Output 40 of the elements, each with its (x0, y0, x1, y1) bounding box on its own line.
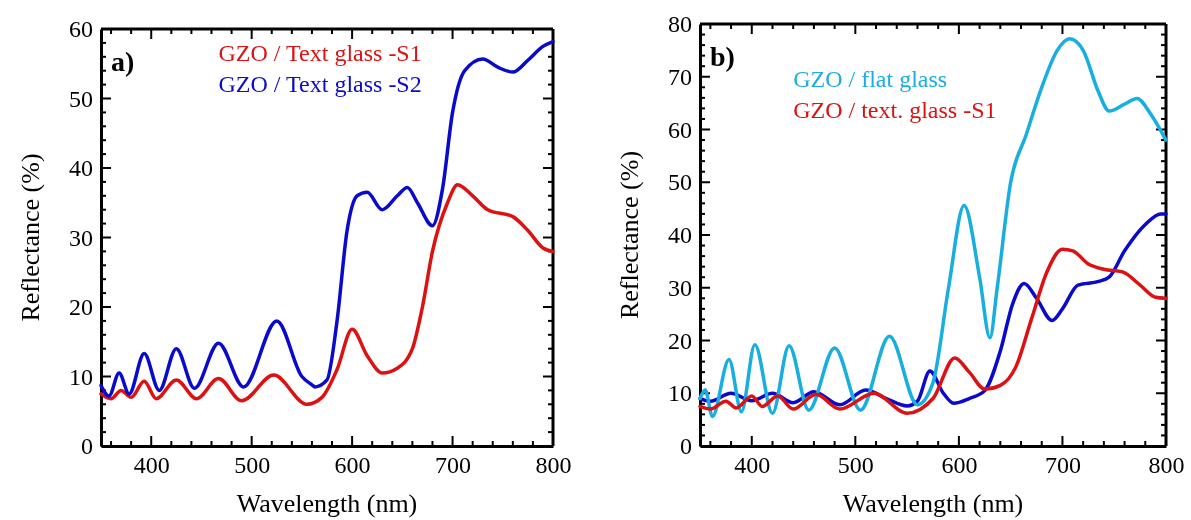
y-tick-label: 50 (668, 169, 692, 196)
x-tick-label: 400 (133, 452, 170, 479)
x-tick-label: 600 (941, 452, 978, 479)
y-tick-label: 80 (668, 11, 692, 38)
y-tick-label: 10 (69, 363, 93, 390)
x-tick-label: 800 (535, 452, 572, 479)
line-series (99, 39, 555, 398)
line-series (698, 247, 1168, 416)
y-tick-label: 50 (69, 85, 93, 112)
text: GZO / flat glass (793, 66, 948, 92)
y-tick-label: 30 (668, 274, 692, 301)
y-tick-label: 70 (668, 63, 692, 90)
x-axis-title: Wavelength (nm) (236, 489, 418, 518)
y-axis-title: Reflectance (%) (16, 153, 45, 322)
annotation: b) (710, 41, 735, 72)
x-axis-title: Wavelength (nm) (842, 489, 1024, 518)
annotation: a) (111, 46, 135, 77)
y-tick-label: 40 (668, 222, 692, 249)
line-series (99, 182, 555, 407)
x-tick-label: 700 (435, 452, 472, 479)
text: GZO / text. glass -S1 (793, 97, 997, 123)
y-tick-label: 30 (69, 224, 93, 251)
x-tick-label: 800 (1148, 452, 1185, 479)
y-tick-label: 10 (668, 380, 692, 407)
y-tick-label: 40 (69, 155, 93, 182)
text: GZO / Text glass -S1 (218, 40, 422, 66)
x-tick-label: 600 (334, 452, 371, 479)
x-tick-label: 500 (234, 452, 271, 479)
x-tick-label: 700 (1044, 452, 1081, 479)
y-tick-label: 0 (680, 433, 692, 460)
x-tick-label: 500 (837, 452, 874, 479)
series-label: GZO / Text glass -S2 (218, 71, 422, 97)
y-tick-label: 20 (69, 294, 93, 321)
y-tick-label: 60 (69, 16, 93, 43)
y-axis-title: Reflectance (%) (615, 150, 644, 320)
x-tick-label: 400 (734, 452, 771, 479)
y-tick-label: 0 (81, 433, 93, 460)
line-series (698, 37, 1168, 419)
y-tick-label: 20 (668, 327, 692, 354)
y-tick-label: 60 (668, 116, 692, 143)
